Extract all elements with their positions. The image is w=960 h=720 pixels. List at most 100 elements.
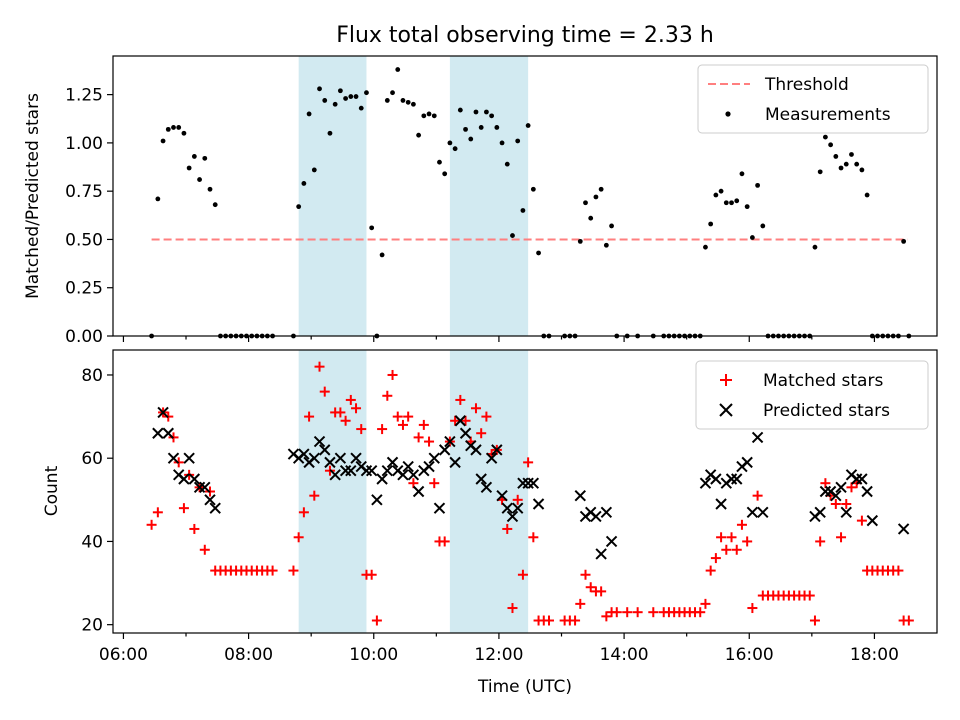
predicted-marker-b (438, 444, 451, 456)
measurement-point (452, 146, 458, 152)
predicted-stars-point (751, 431, 764, 444)
predicted-marker-b (365, 464, 378, 477)
matched-stars-point (288, 565, 299, 576)
top-y-tick-label: 0.75 (65, 182, 103, 202)
matched-stars-point (575, 598, 586, 609)
predicted-stars-point (360, 464, 373, 477)
predicted-marker-b (459, 427, 472, 439)
top-plot-frame (112, 55, 938, 337)
predicted-stars-point (162, 427, 174, 439)
measurement-point (165, 126, 171, 132)
matched-stars-point (476, 428, 487, 439)
predicted-marker-b (433, 502, 446, 514)
legend-matched-swatch (720, 374, 732, 386)
measurement-point (849, 152, 854, 157)
matched-stars-point (413, 432, 424, 443)
measurement-point (833, 154, 839, 159)
measurement-point (843, 161, 849, 167)
measurement-point (442, 171, 448, 177)
matched-stars-point (146, 519, 157, 530)
measurement-point (739, 171, 745, 177)
predicted-stars-point (605, 535, 618, 548)
matched-stars-point (293, 532, 304, 543)
matched-stars-point (710, 553, 721, 564)
measurement-point (530, 186, 536, 192)
predicted-stars-point (861, 485, 873, 498)
measurement-point (708, 221, 714, 227)
measurement-point (536, 250, 541, 256)
predicted-marker-b (199, 481, 211, 494)
measurement-point (478, 125, 484, 130)
predicted-marker-b (710, 473, 722, 485)
predicted-marker-b (819, 485, 832, 498)
predicted-stars-point (334, 452, 347, 464)
predicted-stars-point (475, 473, 487, 485)
predicted-marker-b (376, 473, 388, 485)
matched-stars-point (841, 498, 852, 509)
predicted-marker-b (397, 469, 409, 481)
bottom-y-axis-label: Count (42, 465, 62, 516)
top-legend: Threshold Measurements (697, 64, 929, 134)
x-tick-label: 18:00 (850, 645, 899, 665)
measurement-point (416, 132, 422, 138)
predicted-stars-point (866, 514, 879, 527)
matched-stars-point (804, 590, 815, 601)
predicted-stars-point (897, 523, 910, 535)
predicted-stars-point (485, 452, 498, 464)
predicted-stars-point (470, 444, 482, 456)
measurement-point (494, 125, 500, 130)
predicted-stars-point (511, 502, 524, 514)
predicted-stars-point (371, 494, 383, 506)
predicted-stars-point (298, 448, 310, 460)
predicted-marker-b (835, 481, 847, 494)
predicted-stars-point (386, 456, 399, 469)
measurement-point (181, 130, 187, 136)
predicted-marker-b (522, 477, 534, 489)
predicted-stars-point (532, 498, 545, 510)
predicted-stars-point (365, 464, 378, 477)
chart-title: Flux total observing time = 2.33 h (336, 23, 714, 48)
legend-measurements-label: Measurements (765, 105, 891, 125)
measurement-point (510, 233, 515, 238)
top-legend-box (697, 64, 929, 134)
predicted-marker-b (590, 510, 602, 523)
measurement-point (176, 125, 182, 130)
predicted-stars-point (746, 506, 759, 519)
measurement-point (384, 98, 390, 103)
legend-threshold-label: Threshold (764, 75, 849, 95)
measurement-point (755, 182, 760, 188)
predicted-stars-point (574, 489, 586, 502)
measurement-point (171, 125, 176, 130)
bottom-y-tick-label: 40 (81, 532, 103, 552)
predicted-stars-point (313, 435, 326, 448)
legend-matched-label: Matched stars (763, 371, 883, 391)
predicted-stars-point (856, 473, 868, 485)
matched-stars-point (152, 507, 163, 518)
x-tick-label: 08:00 (224, 645, 273, 665)
measurement-point (729, 200, 734, 206)
matched-stars-point (742, 536, 753, 547)
measurement-point (369, 225, 375, 231)
predicted-stars-point (345, 464, 357, 477)
measurement-point (311, 167, 317, 173)
measurement-point (332, 101, 338, 107)
top-y-tick-label: 0.00 (65, 327, 103, 347)
measurement-point (588, 215, 594, 221)
measurement-point (437, 159, 442, 165)
measurement-point (343, 96, 348, 101)
observing-interval-shade (449, 350, 529, 633)
legend-predicted-label: Predicted stars (763, 401, 890, 421)
predicted-marker-b (334, 452, 347, 464)
predicted-stars-point (454, 415, 467, 427)
matched-stars-point (580, 569, 591, 580)
bottom-y-tick-label: 20 (81, 616, 103, 636)
matched-stars-point (716, 532, 727, 543)
measurement-point (734, 198, 740, 204)
observing-interval-shade (298, 56, 367, 336)
matched-stars-point (387, 369, 398, 380)
matched-stars-point (314, 361, 325, 372)
matched-stars-point (397, 419, 408, 430)
measurement-point (760, 223, 766, 229)
predicted-marker-b (371, 494, 383, 506)
